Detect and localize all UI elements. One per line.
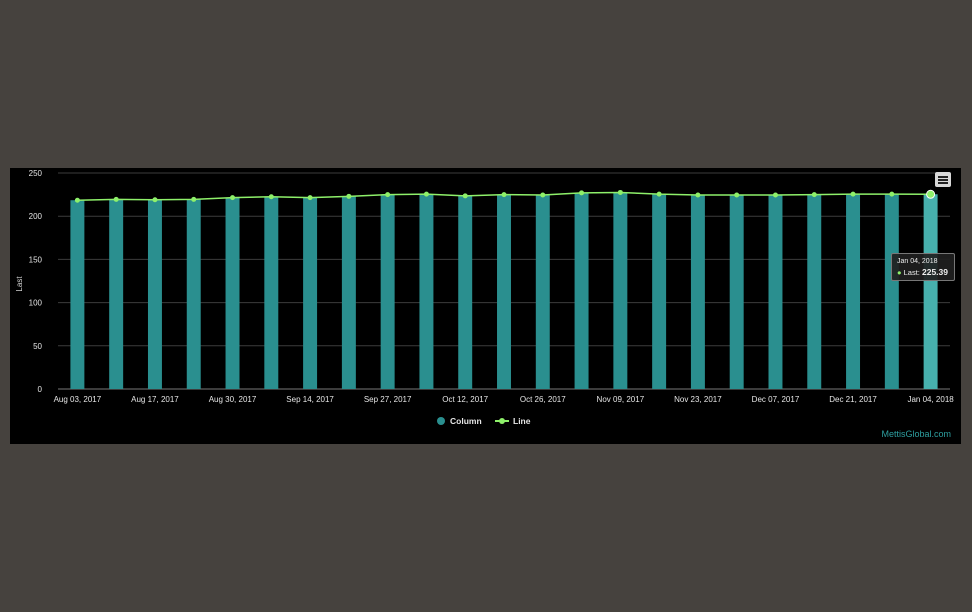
legend-line-swatch	[499, 418, 505, 424]
y-tick-label: 50	[33, 342, 42, 351]
line-point	[889, 191, 895, 197]
line-point	[772, 192, 778, 198]
x-tick-label: Sep 14, 2017	[286, 395, 334, 404]
line-point	[307, 195, 313, 201]
x-tick-label: Nov 09, 2017	[597, 395, 645, 404]
legend-column-label: Column	[450, 416, 482, 426]
tooltip-row: ● Last: 225.39	[897, 267, 949, 278]
legend-item-column[interactable]: Column	[437, 416, 482, 426]
column-bar	[458, 195, 473, 389]
line-point	[656, 191, 662, 197]
column-bar	[186, 199, 201, 389]
chart-panel: 0 50 100 150 200 250 Last Aug 03, 2017 Aug 17,…	[10, 168, 961, 444]
tooltip-date: Jan 04, 2018	[897, 258, 938, 265]
chart-menu-button[interactable]	[935, 172, 951, 187]
x-tick-label: Jan 04, 2018	[907, 395, 954, 404]
y-tick-label: 250	[29, 169, 43, 178]
line-point	[926, 189, 936, 199]
column-bar	[729, 195, 744, 389]
chart-canvas: 0 50 100 150 200 250 Last Aug 03, 2017 Aug 17,…	[15, 169, 955, 439]
column-bar	[109, 199, 124, 389]
y-axis-title: Last	[15, 276, 24, 292]
column-bar	[574, 192, 589, 389]
line-point	[113, 196, 119, 202]
x-tick-label: Aug 17, 2017	[131, 395, 179, 404]
column-bar	[497, 194, 511, 389]
line-point	[811, 192, 817, 198]
legend-column-swatch	[437, 417, 445, 425]
credit-link[interactable]: MettisGlobal.com	[881, 429, 951, 439]
column-bar	[535, 195, 550, 389]
tooltip-label: Last:	[903, 268, 920, 277]
line-point	[268, 194, 274, 200]
column-bar	[264, 196, 279, 389]
x-tick-label: Oct 12, 2017	[442, 395, 488, 404]
column-bar	[303, 197, 318, 389]
y-tick-label: 100	[29, 299, 43, 308]
line-point	[501, 192, 507, 198]
line-point	[540, 192, 546, 198]
line-series	[74, 189, 936, 203]
x-tick-label: Oct 26, 2017	[520, 395, 566, 404]
column-bar	[225, 197, 240, 389]
column-bar	[380, 194, 395, 389]
column-bar	[923, 194, 938, 389]
tooltip-series-dot-icon: ●	[897, 268, 902, 277]
x-tick-label: Aug 30, 2017	[209, 395, 257, 404]
x-tick-label: Nov 23, 2017	[674, 395, 722, 404]
hamburger-menu-icon-bar	[938, 179, 948, 181]
line-point	[695, 192, 701, 198]
column-series	[70, 192, 938, 389]
legend-line-label: Line	[513, 416, 531, 426]
line-point	[462, 193, 468, 199]
y-tick-label: 200	[29, 212, 43, 221]
hamburger-menu-icon-bar	[938, 182, 948, 184]
column-bar	[419, 194, 434, 389]
column-bar	[70, 200, 85, 389]
line-point	[423, 191, 429, 197]
column-bar	[652, 194, 667, 389]
line-point	[191, 196, 197, 202]
line-point	[617, 189, 623, 195]
y-tick-label: 150	[29, 255, 43, 264]
x-axis: Aug 03, 2017 Aug 17, 2017 Aug 30, 2017 Sep …	[54, 395, 955, 404]
line-point	[230, 195, 236, 201]
line-point	[74, 197, 80, 203]
legend-item-line[interactable]: Line	[495, 416, 531, 426]
hamburger-menu-icon	[938, 176, 948, 178]
column-bar	[341, 196, 356, 389]
column-bar	[807, 194, 822, 389]
column-bar	[884, 194, 899, 389]
line-point	[734, 192, 740, 198]
tooltip-value: 225.39	[921, 267, 948, 277]
legend: Column Line	[437, 416, 531, 426]
column-bar	[147, 199, 162, 389]
line-point	[346, 193, 352, 199]
x-tick-label: Dec 21, 2017	[829, 395, 877, 404]
x-tick-label: Sep 27, 2017	[364, 395, 412, 404]
x-tick-label: Aug 03, 2017	[54, 395, 102, 404]
line-point	[385, 192, 391, 198]
x-tick-label: Dec 07, 2017	[752, 395, 800, 404]
line-point	[152, 197, 158, 203]
line-point	[850, 191, 856, 197]
tooltip: Jan 04, 2018 ● Last: 225.39	[891, 253, 955, 281]
column-bar	[613, 192, 628, 389]
line-point	[579, 190, 585, 196]
y-axis: 0 50 100 150 200 250	[29, 169, 43, 394]
column-bar	[768, 195, 783, 389]
column-bar	[846, 194, 861, 389]
column-bar	[690, 195, 705, 389]
y-tick-label: 0	[38, 385, 43, 394]
